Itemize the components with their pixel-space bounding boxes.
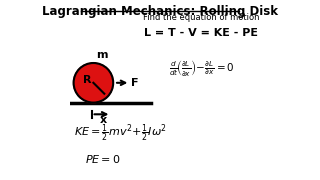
Text: Lagrangian Mechanics: Rolling Disk: Lagrangian Mechanics: Rolling Disk (42, 4, 278, 17)
Text: $PE = 0$: $PE = 0$ (84, 153, 120, 165)
Text: Find the equation of motion: Find the equation of motion (143, 14, 260, 22)
Text: F: F (131, 78, 139, 88)
Text: $KE = \frac{1}{2}mv^2\!+\!\frac{1}{2}I\omega^2$: $KE = \frac{1}{2}mv^2\!+\!\frac{1}{2}I\o… (74, 122, 167, 144)
Text: R: R (83, 75, 91, 85)
Text: L = T - V = KE - PE: L = T - V = KE - PE (144, 28, 259, 38)
Text: x: x (100, 115, 107, 125)
Text: $\frac{d}{dt}\!\left(\frac{\partial L}{\partial \dot{x}}\right)\!-\!\frac{\parti: $\frac{d}{dt}\!\left(\frac{\partial L}{\… (169, 58, 234, 78)
Text: m: m (96, 50, 107, 60)
Circle shape (74, 63, 113, 103)
